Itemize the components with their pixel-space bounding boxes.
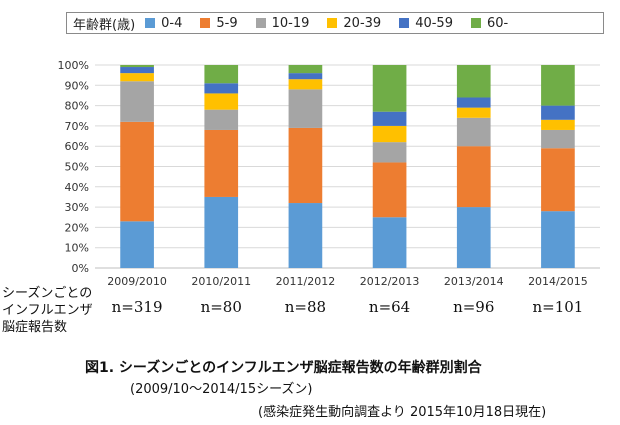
bar-segment	[456, 207, 491, 268]
legend: 年齢群(歳) 0-4 5-9 10-19 20-39 40-59 60-	[66, 12, 604, 34]
bar-segment	[288, 203, 323, 268]
legend-swatch	[470, 18, 481, 28]
bar-segment	[541, 65, 575, 106]
y-tick-label: 0%	[72, 262, 89, 275]
n-label: n=64	[369, 298, 410, 316]
bar-segment	[456, 146, 491, 208]
bar-segment	[372, 111, 407, 126]
bar-segment	[120, 121, 154, 222]
bar-segment	[288, 73, 323, 80]
bar-segment	[372, 125, 407, 143]
legend-swatch	[255, 18, 266, 28]
bar-segment	[456, 107, 491, 118]
n-label: n=101	[532, 298, 583, 316]
bar-segment	[541, 105, 575, 120]
y-tick-label: 70%	[65, 120, 89, 133]
legend-swatch	[200, 18, 211, 28]
bar-segment	[372, 162, 407, 218]
x-axis-tick-labels: 2009/2010 2010/2011 2011/2012 2012/2013 2013…	[107, 275, 588, 288]
y-tick-label: 60%	[65, 140, 89, 153]
bar-segment	[120, 73, 154, 82]
figure-caption-period: (2009/10～2014/15シーズン)	[130, 382, 313, 397]
y-axis-tick-labels: 0% 10% 20% 30% 40% 50% 60% 70% 80% 90% 100%	[58, 59, 89, 275]
bar-segment	[288, 65, 323, 74]
legend-item: 10-19	[255, 15, 310, 31]
bar-segment	[204, 83, 239, 94]
y-tick-label: 80%	[65, 100, 89, 113]
y-tick-label: 50%	[65, 161, 89, 174]
y-tick-label: 20%	[65, 221, 89, 234]
bar-segment	[120, 81, 154, 122]
bar-segment	[204, 129, 239, 197]
bar-segment	[456, 65, 491, 98]
n-label: n=319	[112, 298, 163, 316]
legend-label: 5-9	[216, 15, 238, 31]
bars	[120, 65, 575, 268]
legend-swatch	[399, 18, 410, 28]
n-label: n=88	[285, 298, 326, 316]
bar-segment	[288, 89, 323, 128]
x-tick-label: 2010/2011	[191, 275, 251, 288]
legend-label: 40-59	[415, 15, 453, 31]
bar-segment	[288, 127, 323, 204]
y-tick-label: 100%	[58, 59, 89, 72]
x-tick-label: 2014/2015	[528, 275, 588, 288]
bar-segment	[204, 196, 239, 268]
n-label: n=96	[453, 298, 494, 316]
bar-segment	[541, 211, 575, 268]
bar-segment	[541, 129, 575, 149]
bar-segment	[204, 93, 239, 110]
n-label: n=80	[201, 298, 242, 316]
legend-label: 20-39	[343, 15, 382, 31]
legend-item: 40-59	[399, 16, 453, 31]
y-tick-label: 30%	[65, 201, 89, 214]
bar-segment	[120, 221, 154, 268]
legend-label: 60-	[486, 15, 509, 31]
bar-segment	[288, 79, 323, 90]
x-tick-label: 2013/2014	[444, 275, 504, 288]
bar-segment	[120, 67, 154, 74]
bar-segment	[204, 65, 239, 84]
legend-item: 60-	[470, 15, 509, 31]
legend-swatch	[145, 18, 156, 28]
legend-title: 年齢群(歳)	[73, 17, 136, 33]
bar-segment	[541, 148, 575, 212]
figure-caption: 図1. シーズンごとのインフルエンザ脳症報告数の年齢群別割合	[85, 360, 482, 376]
bar-segment	[372, 142, 407, 163]
legend-item: 5-9	[200, 15, 238, 31]
gridlines	[95, 64, 600, 269]
x-tick-label: 2009/2010	[107, 275, 167, 288]
bar-segment	[456, 117, 491, 147]
legend-item: 0-4	[145, 16, 182, 31]
legend-label: 10-19	[271, 15, 310, 31]
bar-segment	[372, 217, 407, 268]
bar-segment	[204, 109, 239, 130]
legend-label: 0-4	[161, 15, 183, 31]
legend-item: 20-39	[327, 16, 381, 31]
x-tick-label: 2012/2013	[360, 275, 420, 288]
legend-items: 0-4 5-9 10-19 20-39 40-59 60-	[145, 16, 526, 31]
figure-source-note: (感染症発生動向調査より 2015年10月18日現在)	[258, 405, 547, 420]
bar-segment	[541, 119, 575, 130]
y-tick-label: 40%	[65, 181, 89, 194]
bar-segment	[120, 65, 154, 68]
n-row-label: シーズンごとの インフルエンザ 脳症報告数	[2, 286, 93, 335]
n-labels: n=319 n=80 n=88 n=64 n=96 n=101	[112, 298, 584, 316]
legend-swatch	[327, 18, 338, 28]
y-tick-label: 90%	[65, 79, 89, 92]
bar-segment	[372, 65, 407, 112]
x-tick-label: 2011/2012	[276, 275, 336, 288]
bar-segment	[456, 97, 491, 108]
y-tick-label: 10%	[65, 242, 89, 255]
